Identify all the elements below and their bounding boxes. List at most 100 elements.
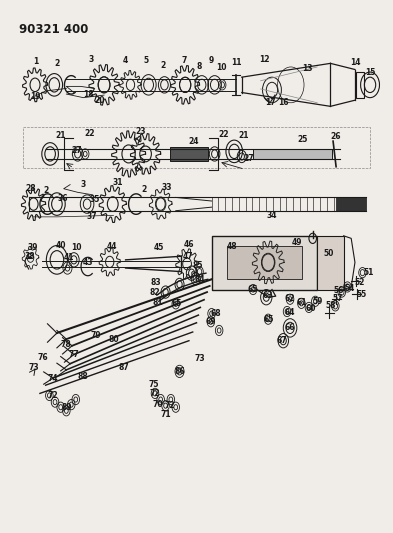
Bar (211, 236, 317, 289)
Text: 58: 58 (325, 301, 336, 310)
Text: 44: 44 (107, 241, 117, 251)
Text: 2: 2 (44, 186, 49, 195)
Text: 14: 14 (350, 58, 360, 67)
Text: 75: 75 (149, 379, 160, 389)
Text: 37: 37 (86, 212, 97, 221)
Text: 28: 28 (25, 184, 36, 193)
Text: 76: 76 (38, 353, 48, 362)
Text: 64: 64 (285, 308, 295, 317)
Text: 49: 49 (291, 238, 302, 247)
Text: 72: 72 (165, 401, 175, 410)
Text: 41: 41 (64, 253, 75, 262)
Text: 21: 21 (55, 131, 66, 140)
Text: 2: 2 (142, 185, 147, 194)
Text: 59: 59 (313, 297, 323, 306)
Bar (170, 147, 208, 161)
Text: 79: 79 (90, 331, 101, 340)
Text: 81: 81 (153, 298, 163, 307)
Text: 52: 52 (354, 278, 365, 287)
Text: 9: 9 (209, 56, 214, 65)
Text: 88: 88 (77, 372, 88, 381)
Text: 3: 3 (88, 55, 94, 64)
Text: 45: 45 (154, 243, 164, 252)
Text: 24: 24 (188, 136, 199, 146)
Text: 36: 36 (57, 195, 68, 204)
Text: 62: 62 (285, 294, 295, 303)
Bar (253, 149, 332, 159)
Text: 73: 73 (28, 364, 39, 373)
Text: 22: 22 (219, 131, 229, 140)
Text: 26: 26 (331, 132, 342, 141)
Text: 78: 78 (61, 340, 72, 349)
Text: 72: 72 (150, 389, 160, 398)
Text: 12: 12 (259, 55, 270, 64)
Text: 65: 65 (264, 314, 274, 324)
Text: 90321 400: 90321 400 (19, 23, 88, 36)
Text: 10: 10 (216, 63, 226, 72)
Text: 2: 2 (161, 61, 166, 70)
Text: 83: 83 (151, 278, 162, 287)
Text: 86: 86 (174, 367, 185, 376)
Text: 23: 23 (136, 127, 146, 136)
Text: 60: 60 (305, 304, 316, 313)
Text: 1: 1 (33, 58, 39, 66)
Text: 56: 56 (334, 286, 344, 295)
Text: 38: 38 (24, 252, 35, 261)
Text: 70: 70 (153, 400, 163, 409)
Text: 63: 63 (263, 290, 274, 300)
Text: 43: 43 (83, 259, 93, 268)
Text: 74: 74 (47, 374, 58, 383)
Text: 27: 27 (72, 147, 82, 155)
Text: 3: 3 (81, 180, 86, 189)
Text: 46: 46 (184, 240, 194, 249)
Text: 25: 25 (297, 135, 307, 144)
Text: 33: 33 (162, 183, 172, 192)
Text: 47: 47 (183, 252, 193, 261)
Text: 65: 65 (248, 285, 258, 294)
Text: 20: 20 (94, 96, 105, 104)
Bar (317, 236, 343, 289)
Text: 8: 8 (197, 62, 202, 71)
Text: 57: 57 (333, 294, 343, 303)
Text: 55: 55 (356, 290, 367, 299)
Bar (227, 246, 302, 279)
Text: 4: 4 (122, 56, 127, 66)
Text: 80: 80 (108, 335, 119, 344)
Text: 68: 68 (211, 309, 221, 318)
Text: 21: 21 (239, 131, 249, 140)
Text: 50: 50 (323, 249, 334, 258)
Text: 48: 48 (227, 241, 238, 251)
Text: 35: 35 (90, 196, 100, 205)
Text: 17: 17 (265, 98, 275, 107)
Text: 61: 61 (297, 298, 307, 307)
Bar (23, 127, 370, 168)
Text: 67: 67 (276, 336, 287, 345)
Text: 16: 16 (278, 98, 288, 107)
Text: 82: 82 (150, 288, 160, 296)
Bar (356, 72, 364, 98)
Text: 77: 77 (68, 350, 79, 359)
Text: 84: 84 (194, 276, 205, 284)
Text: 11: 11 (231, 58, 242, 67)
Text: 7: 7 (181, 56, 187, 65)
Text: 71: 71 (160, 410, 171, 419)
Text: 27: 27 (243, 154, 254, 163)
Text: 87: 87 (119, 364, 129, 373)
Text: 54: 54 (345, 284, 355, 293)
Text: 65: 65 (171, 300, 182, 309)
Text: 51: 51 (364, 268, 374, 277)
Text: 66: 66 (285, 324, 295, 333)
Text: 13: 13 (303, 64, 313, 73)
Text: 19: 19 (30, 92, 40, 101)
Bar (336, 197, 366, 211)
Text: 15: 15 (365, 68, 375, 77)
Text: 89: 89 (61, 403, 72, 411)
Text: 22: 22 (85, 129, 95, 138)
Text: 40: 40 (56, 241, 67, 250)
Text: 31: 31 (112, 178, 123, 187)
Text: 39: 39 (27, 243, 38, 252)
Text: 85: 85 (193, 261, 203, 270)
Text: 2: 2 (54, 59, 59, 68)
Text: 5: 5 (143, 56, 148, 65)
Text: 73: 73 (195, 354, 206, 363)
